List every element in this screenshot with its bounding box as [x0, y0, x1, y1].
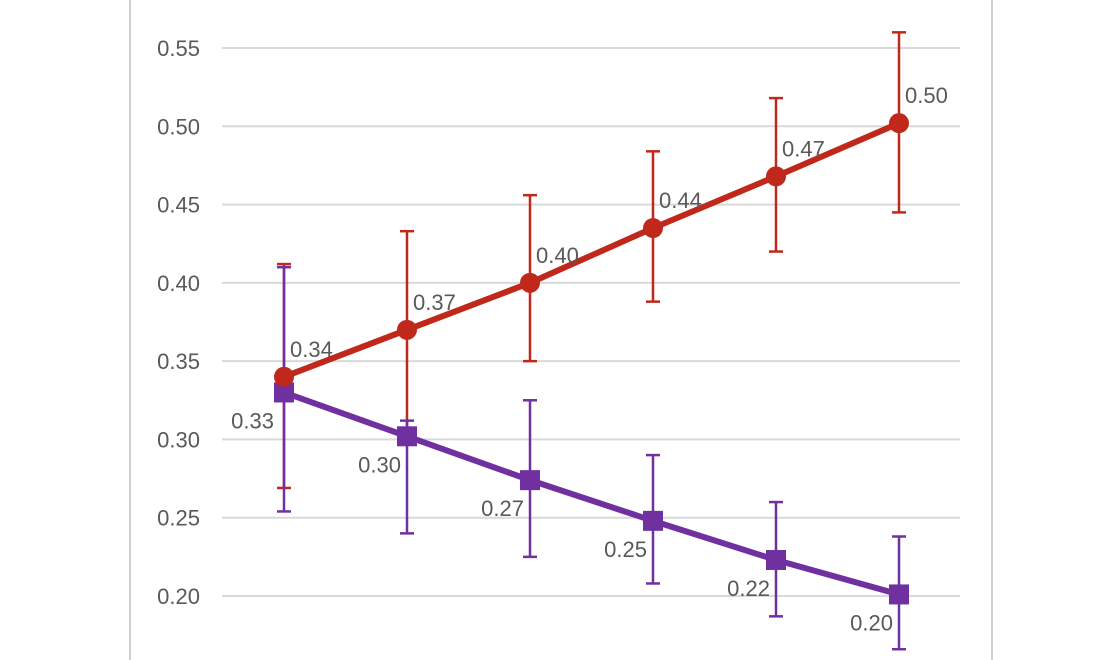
data-labels: 0.34 0.37 0.40 0.44 0.47 0.50 0.33 0.30 0.27 0.25… [231, 83, 948, 635]
y-tick-label: 0.40 [157, 271, 200, 296]
purple-series-marker [520, 470, 540, 491]
red-series-data-label: 0.40 [536, 243, 579, 268]
purple-series-data-label: 0.22 [727, 576, 770, 601]
purple-series-data-label: 0.25 [604, 537, 647, 562]
red-series-data-label: 0.34 [290, 337, 333, 362]
y-axis-tick-labels: 0.55 0.50 0.45 0.40 0.35 0.30 0.25 0.20 [157, 36, 200, 609]
red-series-marker [520, 272, 540, 293]
y-tick-label: 0.45 [157, 193, 200, 218]
y-tick-label: 0.55 [157, 36, 200, 61]
purple-series-marker [643, 510, 663, 531]
series-markers [274, 113, 909, 605]
red-series-marker [274, 366, 294, 387]
y-tick-label: 0.50 [157, 114, 200, 139]
red-series-marker [397, 319, 417, 340]
y-tick-label: 0.30 [157, 427, 200, 452]
red-series-marker [766, 166, 786, 187]
red-series-marker [889, 113, 909, 134]
y-tick-label: 0.25 [157, 506, 200, 531]
y-tick-label: 0.35 [157, 349, 200, 374]
purple-series-data-label: 0.33 [231, 408, 274, 433]
purple-series-marker [766, 549, 786, 570]
purple-series-data-label: 0.27 [481, 496, 524, 521]
red-series-marker [643, 218, 663, 239]
red-series-data-label: 0.47 [782, 136, 825, 161]
y-tick-label: 0.20 [157, 584, 200, 609]
purple-series-line [282, 389, 900, 598]
purple-series-data-label: 0.30 [358, 452, 401, 477]
gridlines [222, 47, 960, 597]
purple-series-marker [274, 382, 294, 403]
red-series-line [282, 120, 901, 380]
purple-series-marker [889, 584, 909, 605]
red-series-data-label: 0.37 [413, 290, 456, 315]
red-series-data-label: 0.50 [905, 83, 948, 108]
purple-series-data-label: 0.20 [850, 610, 893, 635]
series-lines [282, 120, 901, 598]
purple-series-marker [397, 426, 417, 447]
red-series-data-label: 0.44 [659, 188, 702, 213]
